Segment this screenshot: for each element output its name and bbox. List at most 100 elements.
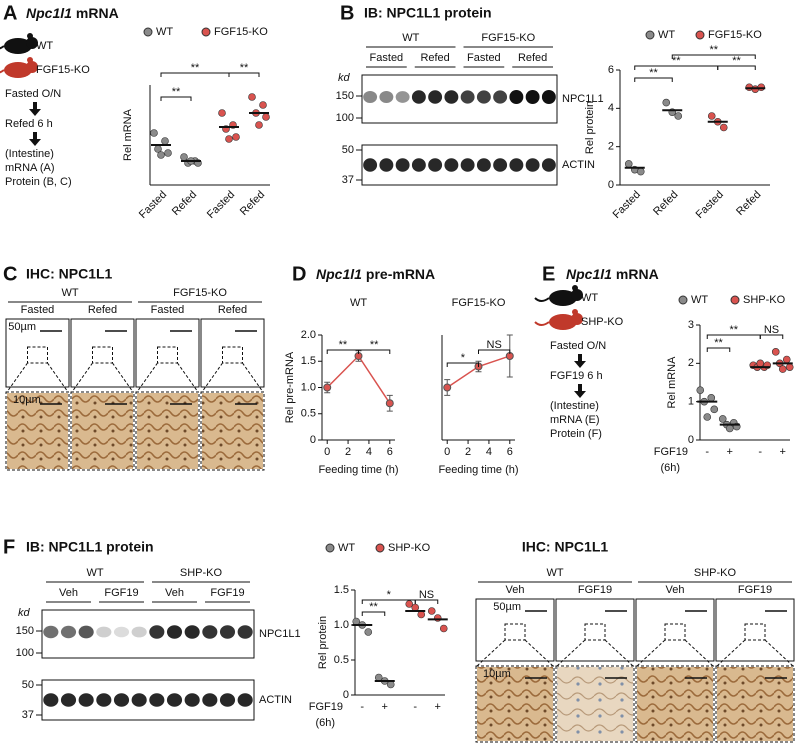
blot-band — [460, 158, 475, 172]
data-point — [785, 363, 794, 371]
ihc-image — [135, 318, 200, 388]
blot-band — [493, 158, 508, 172]
significance-label: NS — [487, 339, 502, 351]
panel-letter: B — [340, 2, 354, 24]
title-text: mRNA — [76, 5, 119, 21]
zoom-box — [584, 623, 606, 641]
x-tick-label: Fasted — [205, 189, 237, 221]
legend-marker — [375, 543, 385, 553]
zoom-box — [504, 623, 526, 641]
x-tick-label: 6 — [507, 446, 513, 458]
step-label: Refed 6 h — [5, 118, 53, 130]
blot-band — [166, 693, 183, 707]
x-tick-label: 4 — [366, 446, 372, 458]
step-label: mRNA (A) — [5, 162, 55, 174]
legend-label: SHP-KO — [388, 542, 431, 554]
y-tick-label: 1 — [688, 396, 694, 408]
data-point — [710, 405, 719, 414]
lane-label: Refed — [420, 52, 449, 64]
panel-letter: F — [3, 536, 15, 558]
data-point — [756, 359, 765, 368]
data-point — [232, 133, 240, 141]
ihc-zoom-fill — [72, 393, 133, 469]
x-tick-label: Refed — [651, 189, 680, 218]
y-tick-label: 2 — [608, 141, 614, 153]
zoom-line — [476, 639, 554, 667]
zoom-line — [6, 362, 69, 393]
scale-label: 50µm — [493, 601, 521, 613]
significance-label: ** — [709, 44, 718, 56]
x-axis-label: FGF19 — [309, 701, 343, 713]
panel-title: IHC: NPC1L1 — [26, 266, 113, 282]
panel-title: IHC: NPC1L1 — [522, 539, 609, 555]
ihc-image — [70, 318, 135, 388]
step-label: Protein (F) — [550, 428, 602, 440]
zoom-line — [716, 639, 794, 667]
x-tick-label: 4 — [486, 446, 492, 458]
arrow — [29, 109, 41, 116]
lane-label: Veh — [59, 587, 78, 599]
mouse-icon — [4, 62, 32, 78]
legend-label: WT — [338, 542, 355, 554]
data-point — [218, 109, 226, 117]
blot-band — [43, 693, 59, 707]
data-point — [364, 628, 373, 636]
ihc-image — [200, 318, 265, 388]
scale-label: 10µm — [483, 668, 511, 680]
significance-label: * — [461, 352, 466, 364]
blot-band — [166, 625, 183, 639]
legend-label: SHP-KO — [743, 294, 786, 306]
step-label: FGF19 6 h — [550, 370, 603, 382]
strain-label: WT — [581, 292, 598, 304]
ihc-zoom — [5, 391, 70, 471]
lane-label: Fasted — [370, 52, 404, 64]
blot-band — [363, 91, 378, 103]
group-label: WT — [402, 32, 419, 44]
blot-band — [541, 158, 556, 172]
ihc-zoom — [635, 665, 715, 743]
mouse-icon — [27, 57, 33, 63]
mouse-icon — [571, 313, 583, 325]
significance-bracket — [478, 349, 511, 354]
significance-label: ** — [729, 324, 738, 336]
data-point — [180, 153, 188, 161]
lane-label: Refed — [518, 52, 547, 64]
ihc-image — [475, 598, 555, 662]
data-point — [386, 680, 395, 689]
ihc-image — [5, 318, 70, 388]
significance-bracket — [160, 96, 192, 101]
title-text: pre-mRNA — [366, 266, 435, 282]
y-axis-label: Rel pre-mRNA — [284, 351, 296, 423]
x-tick-label: Refed — [734, 189, 763, 218]
ihc-image — [715, 598, 795, 662]
x-axis-label: Feeding time (h) — [318, 464, 398, 476]
x-tick-label: 0 — [444, 446, 450, 458]
blot-band — [509, 90, 524, 104]
panel-title: Npc1l1 pre-mRNA — [316, 266, 435, 282]
y-tick-label: 2 — [688, 357, 694, 369]
blot-band — [395, 91, 410, 103]
blot-band — [363, 158, 378, 172]
blot-band — [444, 158, 459, 172]
scale-label: 10µm — [13, 394, 41, 406]
mouse-icon — [549, 314, 577, 330]
marker-label: 37 — [342, 174, 354, 186]
significance-bracket — [414, 599, 439, 604]
ihc-zoom-fill — [717, 667, 793, 741]
ihc-zoom-fill — [137, 393, 198, 469]
chart-subtitle: WT — [350, 297, 367, 309]
ihc-image — [555, 598, 635, 662]
x-tick-label: Refed — [170, 189, 199, 218]
x-tick-label: 2 — [345, 446, 351, 458]
lane-label: Veh — [506, 584, 525, 596]
legend-marker — [325, 543, 335, 553]
significance-label: ** — [732, 55, 741, 67]
x-tick-label: 6 — [387, 446, 393, 458]
significance-bracket — [671, 54, 756, 59]
zoom-line — [71, 362, 134, 393]
blot-band — [219, 693, 236, 707]
marker-label: 150 — [336, 90, 354, 102]
y-tick-label: 0.5 — [334, 654, 349, 666]
data-point — [433, 614, 442, 622]
blot-band — [444, 90, 459, 104]
